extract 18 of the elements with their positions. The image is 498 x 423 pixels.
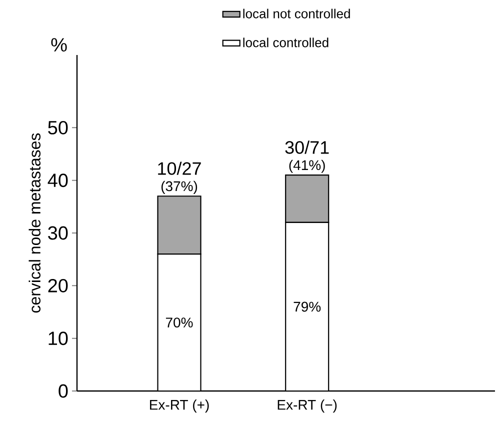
y-tick-label: 0 (58, 384, 68, 398)
legend-label: local not controlled (243, 8, 350, 18)
annotation: 70% (166, 318, 193, 328)
y-tick-label: 10 (48, 332, 68, 346)
legend-label: local controlled (243, 38, 328, 48)
total-label: (37%) (161, 180, 198, 194)
x-tick-label: Ex-RT (+) (150, 400, 209, 413)
annotation: 79% (294, 302, 321, 312)
annotation: 10/27 (158, 162, 201, 175)
y-tick-label: 50 (48, 120, 68, 134)
y-tick-label: 40 (48, 174, 68, 188)
text: % (51, 38, 67, 52)
total-label: (41%) (289, 160, 325, 173)
y-tick-label: 30 (48, 226, 68, 240)
annotation: 30/71 (285, 140, 329, 154)
x-tick-label: Ex-RT (−) (278, 400, 337, 413)
y-axis-title: cervical node metastases (28, 133, 41, 313)
y-tick-label: 20 (48, 278, 68, 292)
